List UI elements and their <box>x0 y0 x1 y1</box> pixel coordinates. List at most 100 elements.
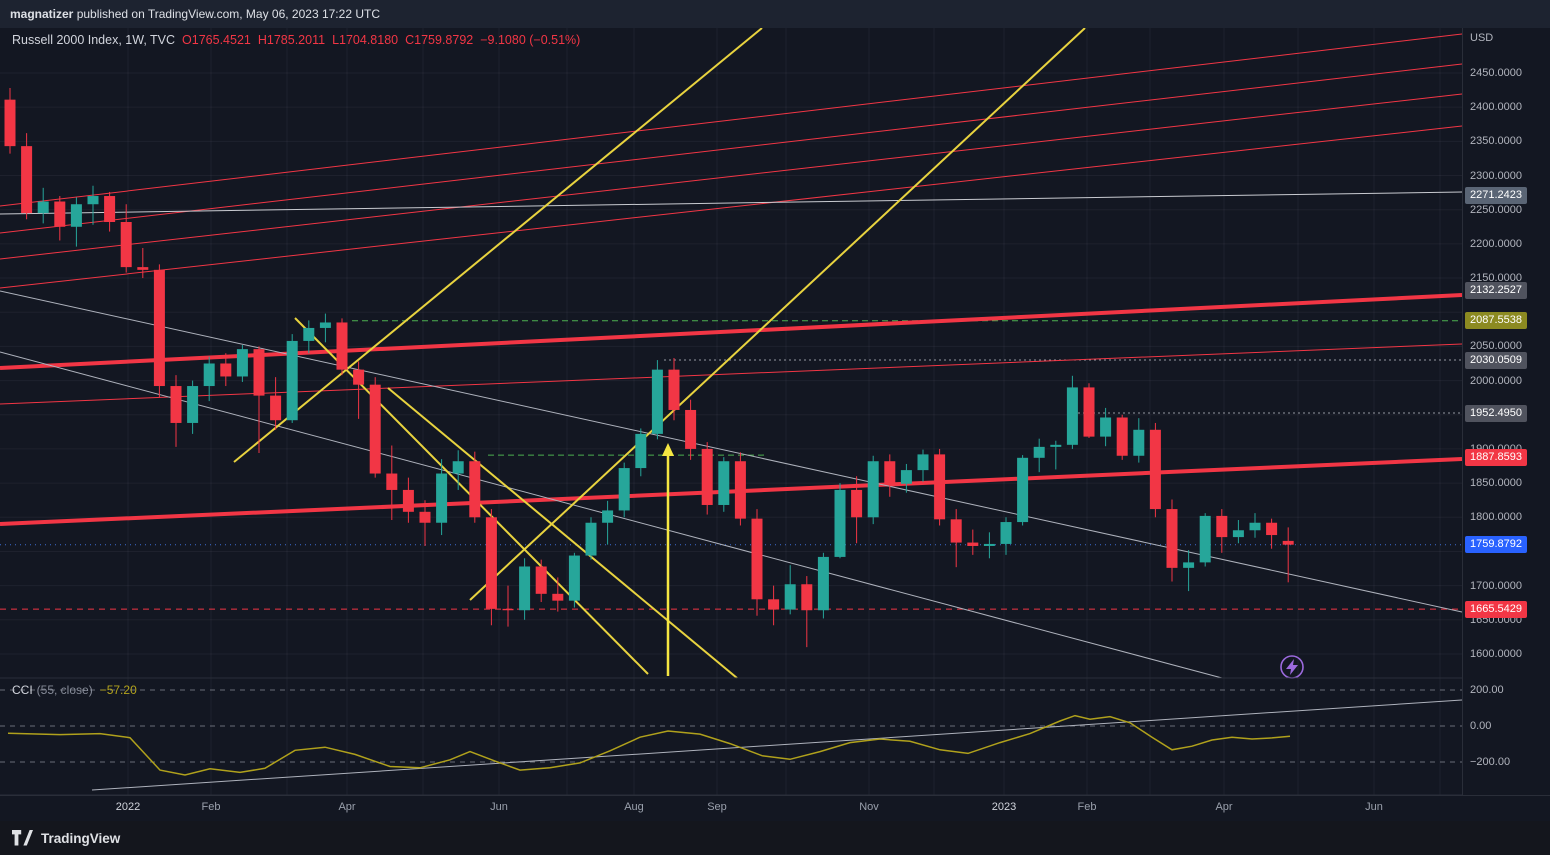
candle-body <box>635 433 647 469</box>
candle-body <box>54 201 66 227</box>
price-axis[interactable]: USD 2450.0000 2400.0000 2350.0000 2300.0000… <box>1462 0 1550 795</box>
price-tick: 2150.0000 <box>1470 272 1522 285</box>
candle-body <box>734 461 746 519</box>
candle-body <box>419 511 431 523</box>
price-tick: 1800.0000 <box>1470 511 1522 524</box>
trend-line <box>0 125 1462 289</box>
candle-body <box>485 517 497 609</box>
candle-body <box>867 461 879 518</box>
candle-body <box>319 322 331 328</box>
time-label: Nov <box>859 801 879 813</box>
ohlc-value: 1759.8792 <box>414 33 474 47</box>
candle-body <box>253 349 265 396</box>
candle-body <box>153 269 165 387</box>
ohlc-readout: O1765.4521 H1785.2011 L1704.8180 C1759.8792 <box>175 33 473 47</box>
candle-body <box>1216 515 1228 538</box>
time-label: Sep <box>707 801 727 813</box>
price-tick: 2300.0000 <box>1470 169 1522 182</box>
symbol-legend: Russell 2000 Index, 1W, TVC O1765.4521 H17… <box>12 33 580 47</box>
price-tick: 1850.0000 <box>1470 477 1522 490</box>
candle-body <box>1249 522 1261 531</box>
time-label: Jun <box>1365 801 1383 813</box>
candle-body <box>187 386 199 423</box>
lightning-icon-bolt[interactable] <box>1286 659 1298 675</box>
candle-body <box>602 510 614 523</box>
trend-line <box>0 93 1462 260</box>
candle-body <box>934 454 946 520</box>
time-label: 2023 <box>991 801 1017 813</box>
publish-info: published on TradingView.com, May 06, 20… <box>73 7 380 21</box>
candle-body <box>884 461 896 484</box>
candle-body <box>685 409 697 449</box>
price-tick: 2250.0000 <box>1470 203 1522 216</box>
candle-body <box>983 543 995 546</box>
up-arrow-head <box>662 443 674 456</box>
ohlc-label: H <box>257 33 267 47</box>
price-tick: 2200.0000 <box>1470 237 1522 250</box>
trend-line <box>0 191 1462 215</box>
candle-body <box>950 519 962 543</box>
candle-body <box>170 386 182 423</box>
candle-body <box>120 222 132 268</box>
time-label: Feb <box>1077 801 1097 813</box>
candle-body <box>1133 429 1145 456</box>
price-level-label: 2030.0509 <box>1465 351 1527 369</box>
candle-body <box>585 522 597 556</box>
candle-body <box>87 196 99 205</box>
candle-body <box>535 566 547 594</box>
time-label: 2022 <box>115 801 141 813</box>
price-level-label: 2132.2527 <box>1465 281 1527 299</box>
axis-currency-label: USD <box>1470 32 1494 44</box>
chart-canvas[interactable] <box>0 0 1462 796</box>
candle-body <box>286 340 298 421</box>
price-tick: 2050.0000 <box>1470 340 1522 353</box>
candle-body <box>834 489 846 557</box>
candle-body <box>336 322 348 370</box>
cci-tick: 200.00 <box>1470 684 1504 696</box>
price-level-label: 2087.5538 <box>1465 312 1527 330</box>
price-tick: 2000.0000 <box>1470 374 1522 387</box>
symbol-title: Russell 2000 Index, 1W, TVC <box>12 33 176 47</box>
time-label: Jun <box>490 801 508 813</box>
ohlc-value: 1765.4521 <box>191 33 251 47</box>
tradingview-brand[interactable]: TradingView <box>41 830 121 846</box>
candle-body <box>851 489 863 518</box>
candle-body <box>21 146 33 214</box>
candle-body <box>751 518 763 600</box>
price-level-label: 1665.5429 <box>1465 600 1527 618</box>
candle-body <box>469 461 481 518</box>
time-label: Apr <box>1215 801 1233 813</box>
trend-line <box>0 457 1462 526</box>
cci-tick: −200.00 <box>1470 756 1511 768</box>
candle-body <box>137 267 149 270</box>
candle-body <box>353 369 365 385</box>
candle-body <box>70 204 82 227</box>
ohlc-label: C <box>405 33 415 47</box>
trend-line <box>233 27 763 463</box>
candle-body <box>1066 387 1078 445</box>
candle-body <box>1000 522 1012 544</box>
candle-body <box>668 369 680 410</box>
price-level-label: 1952.4950 <box>1465 404 1527 422</box>
cci-params: (55, close) <box>36 683 93 697</box>
cci-title: CCI <box>12 683 33 697</box>
cci-line <box>7 714 1291 776</box>
candle-body <box>618 468 630 511</box>
trend-line <box>469 27 1086 601</box>
tradingview-logo-icon[interactable] <box>12 830 33 846</box>
time-axis[interactable]: 2022 Feb Apr Jun Aug Sep Nov 2023 Feb Apr Jun <box>0 795 1550 821</box>
candle-body <box>303 327 315 341</box>
candle-body <box>203 363 215 387</box>
candle-body <box>1183 562 1195 568</box>
candle-body <box>1282 540 1294 545</box>
price-level-label: 1759.8792 <box>1465 536 1527 554</box>
price-tick: 2400.0000 <box>1470 101 1522 114</box>
footer-bar: TradingView <box>0 821 1550 855</box>
candle-body <box>1199 515 1211 563</box>
trend-line <box>387 387 738 679</box>
candle-body <box>37 201 49 214</box>
candle-body <box>402 489 414 512</box>
cci-legend: CCI (55, close) −57.20 <box>12 683 137 697</box>
trend-line <box>0 343 1462 405</box>
price-tick: 2450.0000 <box>1470 67 1522 79</box>
